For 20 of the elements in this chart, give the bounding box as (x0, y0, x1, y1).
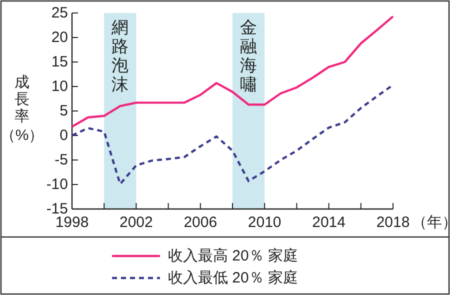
x-tick-label: 2002 (120, 214, 153, 231)
band-label: 網路泡沫 (110, 18, 129, 94)
x-tick-label: 2006 (184, 214, 218, 231)
x-axis-title: （年） (412, 214, 450, 231)
y-tick-label: 0 (60, 127, 68, 144)
y-tick-label: -5 (54, 152, 68, 168)
y-tick-label: -10 (46, 176, 68, 193)
y-tick-label: 5 (60, 102, 68, 120)
y-axis-title: 成長率（%） (0, 74, 44, 144)
y-tick-label: 15 (51, 54, 68, 70)
legend-label: 收入最低 20％ 家庭 (168, 270, 298, 286)
x-tick-label: 2014 (312, 214, 346, 231)
y-tick-label: 25 (51, 4, 68, 22)
band-label: 金融海嘯 (240, 18, 258, 94)
x-tick-label: 2018 (376, 214, 410, 231)
y-tick-label: 10 (51, 78, 68, 95)
x-tick-label: 2010 (248, 214, 282, 231)
line-series (70, 15, 394, 128)
legend-label: 收入最高 20％ 家庭 (168, 248, 298, 264)
y-tick-label: 20 (51, 29, 68, 46)
